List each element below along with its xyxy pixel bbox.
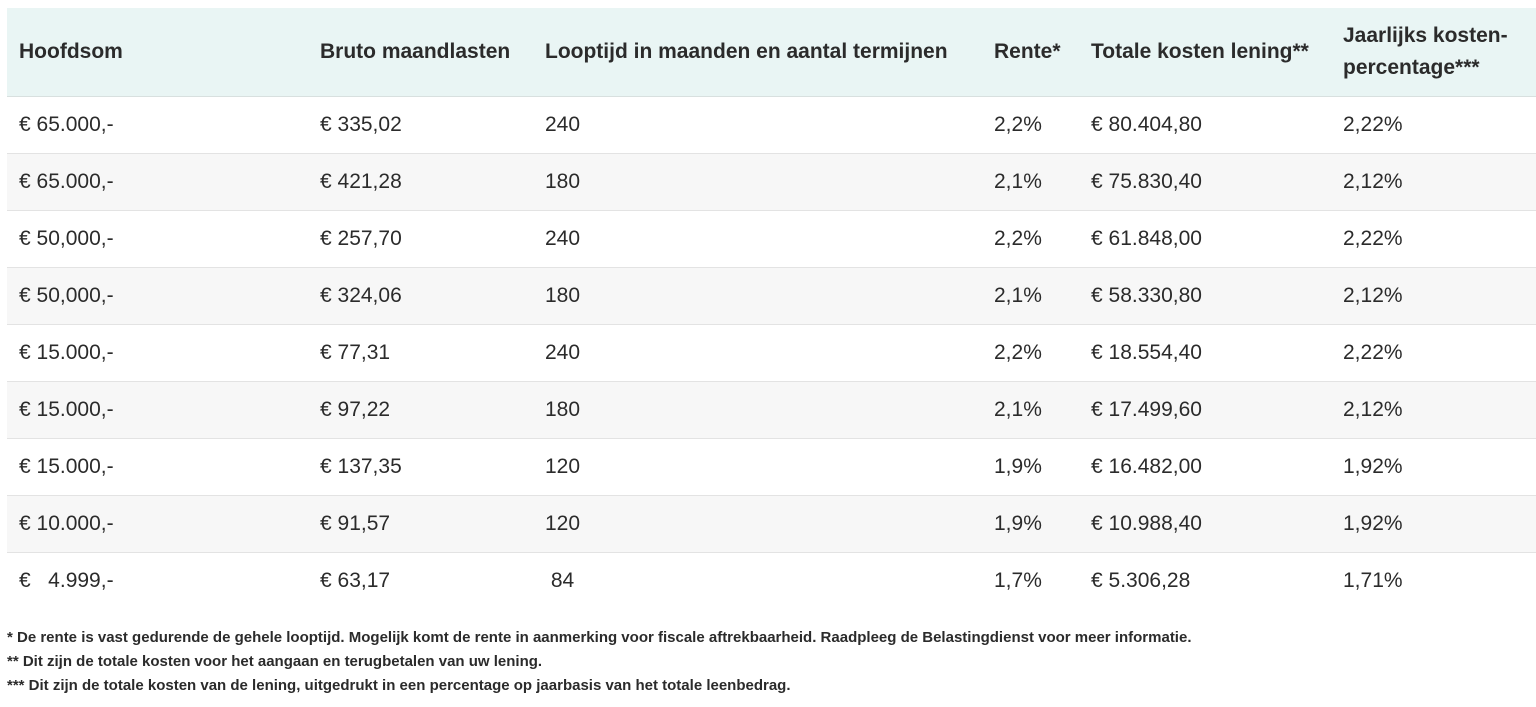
cell-totale-kosten: € 75.830,40 [1091,153,1343,211]
cell-bruto-maandlasten: € 137,35 [319,438,544,496]
cell-looptijd: 180 [544,267,993,325]
cell-totale-kosten: € 61.848,00 [1091,210,1343,268]
cell-jaarlijks-kostenpercentage: 2,22% [1343,324,1536,382]
cell-looptijd: 240 [544,96,993,154]
cell-hoofdsom: € 15.000,- [7,438,319,496]
cell-jaarlijks-kostenpercentage: 1,71% [1343,569,1403,592]
cell-hoofdsom: € 4.999,- [19,569,114,592]
cell-totale-kosten: € 58.330,80 [1091,267,1343,325]
cell-rente: 1,9% [993,438,1091,496]
cell-looptijd: 240 [544,210,993,268]
cell-looptijd: 240 [544,324,993,382]
table-row: € 65.000,- € 421,28 180 2,1% € 75.830,40… [7,153,1536,211]
cell-rente: 1,9% [993,495,1091,553]
cell-jaarlijks-kostenpercentage: 2,12% [1343,153,1536,211]
cell-hoofdsom: € 50,000,- [7,267,319,325]
cell-looptijd: 120 [544,495,993,553]
table-row: € 65.000,- € 335,02 240 2,2% € 80.404,80… [7,96,1536,154]
cell-rente: 2,1% [993,267,1091,325]
table-row: € 15.000,- € 97,22 180 2,1% € 17.499,60 … [7,381,1536,439]
loan-table-container: Hoofdsom Bruto maandlasten Looptijd in m… [7,8,1536,609]
cell-totale-kosten: € 16.482,00 [1091,438,1343,496]
cell-looptijd: 84 [545,569,575,592]
table-row: € 10.000,- € 91,57 120 1,9% € 10.988,40 … [7,495,1536,553]
cell-hoofdsom: € 10.000,- [7,495,319,553]
cell-rente: 2,2% [993,96,1091,154]
cell-hoofdsom: € 65.000,- [7,153,319,211]
cell-jaarlijks-kostenpercentage: 1,92% [1343,495,1536,553]
header-looptijd: Looptijd in maanden en aantal termijnen [544,8,993,97]
table-row: € 15.000,- € 137,35 120 1,9% € 16.482,00… [7,438,1536,496]
cell-hoofdsom: € 65.000,- [7,96,319,154]
cell-looptijd: 120 [544,438,993,496]
table-row: € 50,000,- € 324,06 180 2,1% € 58.330,80… [7,267,1536,325]
cell-rente: 2,1% [993,153,1091,211]
footnote-kostenpercentage: *** Dit zijn de totale kosten van de len… [7,677,791,694]
loan-table: Hoofdsom Bruto maandlasten Looptijd in m… [7,8,1536,609]
cell-rente: 1,7% [994,569,1042,592]
cell-rente: 2,1% [993,381,1091,439]
cell-totale-kosten: € 80.404,80 [1091,96,1343,154]
footnote-totale-kosten: ** Dit zijn de totale kosten voor het aa… [7,653,543,670]
footnotes: * De rente is vast gedurende de gehele l… [7,626,1192,698]
cell-hoofdsom: € 50,000,- [7,210,319,268]
cell-bruto-maandlasten: € 91,57 [319,495,544,553]
cell-hoofdsom: € 15.000,- [7,324,319,382]
cell-bruto-maandlasten: € 335,02 [319,96,544,154]
header-row: Hoofdsom Bruto maandlasten Looptijd in m… [7,8,1536,97]
header-hoofdsom: Hoofdsom [7,8,319,97]
cell-totale-kosten: € 5.306,28 [1091,569,1191,592]
cell-bruto-maandlasten: € 63,17 [320,569,391,592]
cell-totale-kosten: € 18.554,40 [1091,324,1343,382]
header-rente: Rente* [993,8,1091,97]
cell-jaarlijks-kostenpercentage: 2,22% [1343,96,1536,154]
cell-rente: 2,2% [993,210,1091,268]
cell-bruto-maandlasten: € 77,31 [319,324,544,382]
cell-jaarlijks-kostenpercentage: 2,22% [1343,210,1536,268]
cell-totale-kosten: € 10.988,40 [1091,495,1343,553]
table-row: € 4.999,- € 63,17 84 1,7% € 5.306,28 1,7… [7,552,1536,609]
header-totale-kosten: Totale kosten lening** [1091,8,1343,97]
loan-table-body: € 65.000,- € 335,02 240 2,2% € 80.404,80… [7,96,1536,609]
cell-bruto-maandlasten: € 324,06 [319,267,544,325]
cell-jaarlijks-kostenpercentage: 2,12% [1343,267,1536,325]
cell-rente: 2,2% [993,324,1091,382]
header-jaarlijks-kostenpercentage: Jaarlijks kosten-percentage*** [1343,8,1536,97]
loan-table-header: Hoofdsom Bruto maandlasten Looptijd in m… [7,8,1536,97]
cell-looptijd: 180 [544,381,993,439]
cell-looptijd: 180 [544,153,993,211]
footnote-rente: * De rente is vast gedurende de gehele l… [7,629,1192,646]
cell-hoofdsom: € 15.000,- [7,381,319,439]
cell-jaarlijks-kostenpercentage: 1,92% [1343,438,1536,496]
cell-jaarlijks-kostenpercentage: 2,12% [1343,381,1536,439]
cell-bruto-maandlasten: € 421,28 [319,153,544,211]
cell-totale-kosten: € 17.499,60 [1091,381,1343,439]
cell-bruto-maandlasten: € 97,22 [319,381,544,439]
header-bruto-maandlasten: Bruto maandlasten [319,8,544,97]
table-row: € 15.000,- € 77,31 240 2,2% € 18.554,40 … [7,324,1536,382]
cell-bruto-maandlasten: € 257,70 [319,210,544,268]
table-row: € 50,000,- € 257,70 240 2,2% € 61.848,00… [7,210,1536,268]
